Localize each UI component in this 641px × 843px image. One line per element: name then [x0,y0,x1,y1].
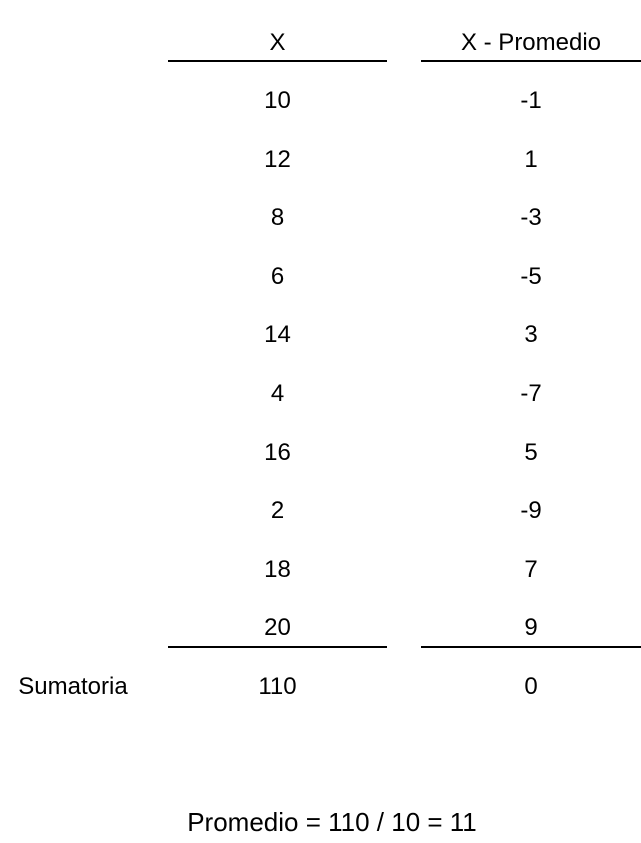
deviation-value: -7 [520,380,542,407]
totals-divider-deviation [421,646,641,648]
x-total: 110 [258,673,297,700]
deviation-value: -1 [520,87,542,114]
deviation-value: 5 [524,439,538,466]
x-value: 10 [264,87,291,114]
totals-divider-x [168,646,387,648]
column-header-deviation: X - Promedio [460,29,602,56]
header-divider-x [168,60,387,62]
x-value: 20 [264,614,291,641]
totals-label: Sumatoria [18,673,128,700]
x-value: 4 [270,380,285,407]
x-value: 2 [270,497,285,524]
deviation-value: -5 [520,263,542,290]
x-value: 8 [270,204,285,231]
deviation-value: -9 [520,497,542,524]
x-value: 16 [264,439,291,466]
x-value: 14 [264,321,291,348]
x-value: 6 [270,263,285,290]
deviation-value: 9 [524,614,538,641]
deviation-value: -3 [520,204,542,231]
column-header-x: X [269,29,286,56]
deviation-value: 1 [524,146,538,173]
x-value: 18 [264,556,291,583]
deviation-value: 3 [524,321,538,348]
deviation-total: 0 [524,673,538,700]
x-value: 12 [264,146,291,173]
deviation-value: 7 [524,556,538,583]
header-divider-deviation [421,60,641,62]
mean-formula: Promedio = 110 / 10 = 11 [187,807,477,837]
